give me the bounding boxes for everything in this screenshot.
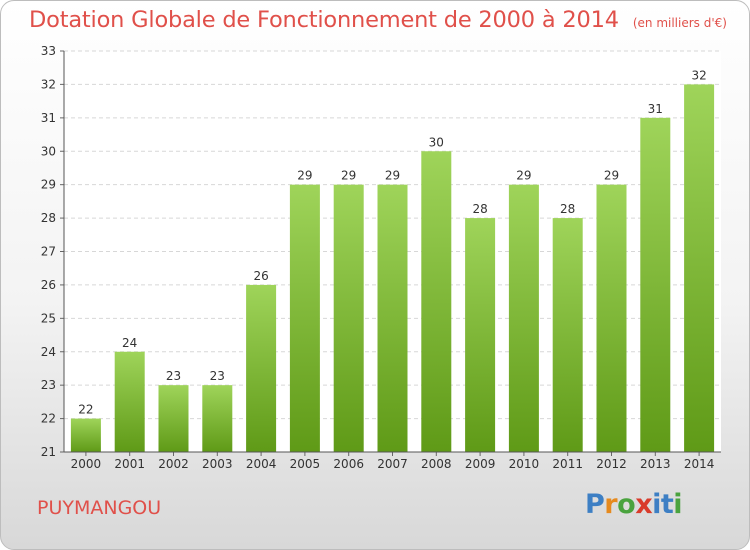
x-tick-label: 2009: [465, 457, 496, 471]
bar-value-label: 29: [297, 169, 312, 183]
bar-value-label: 28: [560, 202, 575, 216]
bar: [114, 351, 145, 452]
bar-value-label: 30: [429, 135, 444, 149]
y-tick-label: 32: [41, 77, 56, 91]
bar-value-label: 22: [78, 403, 93, 417]
y-tick-label: 24: [41, 345, 56, 359]
bar-value-label: 23: [210, 369, 225, 383]
y-tick-label: 30: [41, 144, 56, 158]
bar: [333, 184, 364, 452]
logo-letter: x: [635, 489, 653, 520]
logo-letter: i: [673, 489, 683, 520]
bar-value-label: 24: [122, 336, 137, 350]
x-tick-label: 2014: [684, 457, 715, 471]
logo-letter: P: [585, 489, 605, 520]
bar: [246, 284, 277, 452]
bar-value-label: 29: [604, 169, 619, 183]
bar: [289, 184, 320, 452]
bar: [70, 418, 101, 452]
y-tick-label: 22: [41, 412, 56, 426]
y-tick-label: 25: [41, 311, 56, 325]
chart-subtitle: (en milliers d'€): [632, 16, 727, 30]
x-tick-label: 2005: [290, 457, 321, 471]
chart-title: Dotation Globale de Fonctionnement de 20…: [29, 7, 619, 33]
bar: [377, 184, 408, 452]
bar-value-label: 29: [516, 169, 531, 183]
bar-value-label: 28: [472, 202, 487, 216]
bar: [508, 184, 539, 452]
logo-letter: o: [617, 489, 636, 520]
proxiti-logo: Proxiti: [585, 489, 683, 520]
x-tick-label: 2003: [202, 457, 233, 471]
x-tick-label: 2000: [71, 457, 102, 471]
logo-letter: i: [652, 489, 661, 520]
logo-letter: r: [604, 489, 618, 520]
y-tick-label: 28: [41, 211, 56, 225]
commune-name: PUYMANGOU: [37, 497, 162, 519]
bar: [465, 218, 496, 452]
bar: [596, 184, 627, 452]
x-tick-label: 2011: [552, 457, 583, 471]
x-tick-label: 2008: [421, 457, 452, 471]
x-tick-label: 2007: [377, 457, 408, 471]
bar-value-label: 31: [648, 102, 663, 116]
bar-value-label: 26: [253, 269, 268, 283]
y-tick-label: 21: [41, 445, 56, 459]
bar: [158, 385, 189, 452]
x-tick-label: 2004: [246, 457, 277, 471]
bar-value-label: 29: [385, 169, 400, 183]
y-tick-label: 31: [41, 111, 56, 125]
x-tick-label: 2002: [158, 457, 189, 471]
chart-title-line: Dotation Globale de Fonctionnement de 20…: [29, 7, 727, 33]
x-tick-label: 2006: [333, 457, 364, 471]
bar: [684, 84, 715, 453]
bar: [202, 385, 233, 452]
x-tick-label: 2012: [596, 457, 627, 471]
y-tick-label: 26: [41, 278, 56, 292]
bar-value-label: 23: [166, 369, 181, 383]
y-tick-label: 33: [41, 44, 56, 58]
bar-value-label: 29: [341, 169, 356, 183]
bar: [640, 117, 671, 452]
x-tick-label: 2001: [114, 457, 145, 471]
bar-value-label: 32: [691, 68, 706, 82]
y-tick-label: 27: [41, 245, 56, 259]
bar: [552, 218, 583, 452]
logo-letter: t: [660, 489, 674, 520]
y-tick-label: 23: [41, 378, 56, 392]
x-tick-label: 2010: [509, 457, 540, 471]
x-tick-label: 2013: [640, 457, 671, 471]
bar: [421, 151, 452, 452]
y-tick-label: 29: [41, 178, 56, 192]
